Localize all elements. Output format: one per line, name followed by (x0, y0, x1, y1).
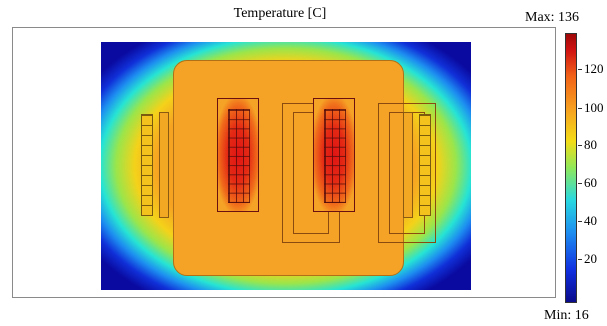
plot-title: Temperature [C] (233, 6, 327, 21)
hot-winding-left (217, 98, 259, 212)
winding-grid-right (324, 109, 346, 203)
outer-winding-right (419, 114, 431, 216)
colorbar-tick-label: 20 (584, 251, 597, 266)
outer-bar-left (159, 112, 169, 218)
colorbar-tick (578, 259, 582, 260)
colorbar-tick-label: 120 (584, 61, 604, 76)
plot-frame (12, 27, 556, 298)
colorbar-tick (578, 108, 582, 109)
outer-bar-right (403, 112, 413, 218)
colorbar-tick (578, 145, 582, 146)
colorbar-tick-label: 100 (584, 100, 604, 115)
temperature-field (101, 42, 471, 290)
colorbar-tick-label: 80 (584, 137, 597, 152)
colorbar-tick (578, 69, 582, 70)
colorbar (565, 33, 577, 303)
colorbar-tick (578, 221, 582, 222)
hot-winding-right (313, 98, 355, 212)
colorbar-tick (578, 183, 582, 184)
transformer-core (173, 60, 436, 276)
colorbar-tick-label: 40 (584, 213, 597, 228)
winding-grid-left (228, 109, 250, 203)
max-value-label: Max: 136 (525, 10, 580, 25)
outer-winding-left (141, 114, 153, 216)
min-value-label: Min: 16 (544, 308, 589, 323)
colorbar-tick-label: 60 (584, 175, 597, 190)
